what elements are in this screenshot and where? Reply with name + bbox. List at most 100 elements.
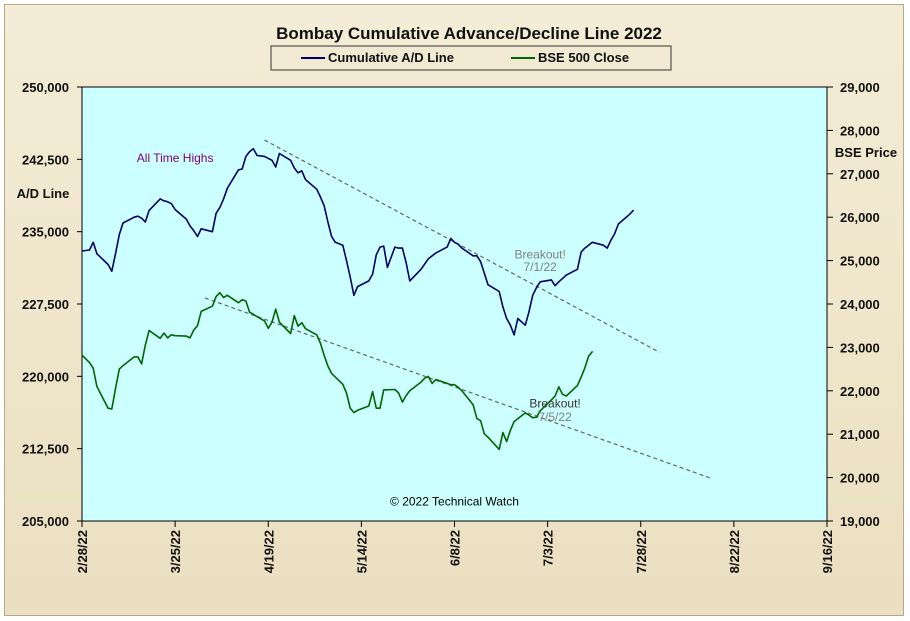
data-point [558,386,560,388]
data-point [386,266,389,268]
data-point [114,388,117,390]
data-point [271,159,273,161]
data-point [371,273,374,275]
data-point [200,310,202,312]
left-tick-label: 250,000 [22,80,69,95]
data-point [565,274,567,276]
data-point [118,233,120,236]
data-point [472,404,474,406]
right-tick-label: 24,000 [840,297,880,312]
data-point [528,311,530,313]
data-point [487,284,489,286]
data-point [271,321,273,323]
data-point [222,296,225,299]
x-tick-label: 6/8/22 [448,530,463,566]
data-point [323,205,325,207]
right-tick-label: 21,000 [840,427,880,442]
x-tick-label: 7/3/22 [541,530,556,566]
right-tick-label: 23,000 [840,340,880,355]
right-tick-label: 22,000 [840,384,880,399]
data-point [111,270,113,272]
annotation-label: 7/5/22 [538,410,572,424]
data-point [167,337,169,339]
data-point [375,254,377,256]
data-point [383,389,385,391]
data-point [290,332,292,335]
data-point [539,410,541,412]
data-point [330,372,333,375]
data-point [513,334,515,336]
data-point [211,305,213,307]
data-point [327,221,329,223]
data-point [96,253,98,255]
data-point [141,363,143,365]
data-point [293,315,295,317]
data-point [319,342,321,344]
data-point [513,421,515,423]
right-axis: 29,000 28,000 27,000 26,000 25,000 24,000 23,0… [827,80,880,529]
data-point [144,344,146,346]
data-point [252,148,254,150]
data-point [122,365,124,367]
annotation-label: © 2022 Technical Watch [390,495,519,509]
data-point [431,382,433,385]
data-point [148,209,150,212]
data-point [219,206,221,209]
data-point [345,260,348,262]
data-point [550,399,552,401]
data-point [111,408,113,410]
x-tick-label: 9/16/22 [820,530,835,573]
data-point [211,231,213,233]
x-tick-label: 5/14/22 [354,530,369,573]
data-point [256,154,258,157]
data-point [588,355,590,357]
data-point [319,196,321,198]
data-point [193,230,195,232]
data-point [580,376,582,378]
data-point [297,325,299,327]
data-point [278,152,281,155]
legend-label-bse-500: BSE 500 Close [538,50,629,65]
data-point [96,385,98,388]
data-point [237,302,240,304]
data-point [237,169,240,171]
data-point [479,260,482,263]
data-point [92,367,94,369]
data-point [267,327,269,329]
data-point [606,247,608,249]
data-point [632,209,634,212]
series-layer [81,147,634,451]
data-point [498,448,500,450]
data-point [517,317,519,320]
data-point [528,414,530,416]
data-point [290,159,292,161]
x-tick-label: 2/28/22 [75,530,90,573]
legend-box [270,45,672,71]
data-point [401,401,403,403]
data-point [502,306,504,308]
annotation-label: Breakout! [529,396,580,410]
data-point [435,378,437,381]
data-point [133,356,135,358]
data-point [446,246,448,248]
chart-title: Bombay Cumulative Advance/Decline Line 2… [276,24,662,43]
data-point [580,251,582,253]
legend: Cumulative A/D Line BSE 500 Close [270,45,672,71]
data-point [170,334,172,336]
data-point [427,375,430,378]
data-point [614,232,616,235]
data-point [219,292,221,294]
data-point [342,244,344,246]
data-point [334,241,336,243]
data-point [263,155,266,158]
data-point [167,201,169,203]
data-point [263,320,266,322]
data-point [383,245,385,247]
data-point [122,222,124,224]
data-point [379,246,381,248]
data-point [539,281,541,283]
data-point [394,246,396,248]
data-point [293,167,295,169]
data-point [450,237,452,240]
data-point [226,294,228,296]
